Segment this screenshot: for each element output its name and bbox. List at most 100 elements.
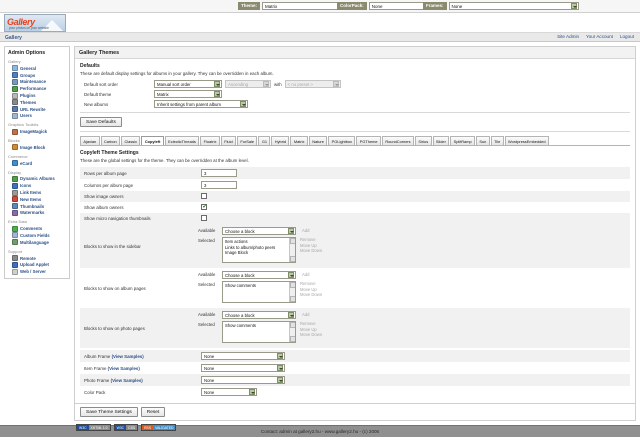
add-block-button[interactable]: Add bbox=[302, 312, 310, 318]
frame-select[interactable]: None bbox=[201, 364, 285, 373]
list-item[interactable]: Show comments bbox=[225, 323, 256, 329]
default-sort-order-select[interactable]: Manual sort order bbox=[154, 80, 222, 88]
frame-select[interactable]: None bbox=[201, 376, 285, 385]
chevron-down-icon[interactable] bbox=[570, 3, 577, 9]
scroll-down-icon[interactable] bbox=[290, 336, 295, 343]
tab-tile[interactable]: Tile bbox=[490, 136, 504, 146]
sidebar-item-watermarks[interactable]: Watermarks bbox=[8, 209, 66, 217]
sidebar-item-themes[interactable]: Themes bbox=[8, 99, 66, 106]
view-samples-link[interactable]: (View Samples) bbox=[111, 353, 144, 359]
chevron-down-icon[interactable] bbox=[288, 312, 294, 319]
tab-classic[interactable]: Classic bbox=[121, 136, 141, 146]
listbox-scrollbar[interactable] bbox=[289, 282, 295, 303]
tab-hybrid[interactable]: Hybrid bbox=[271, 136, 290, 146]
move-down-button[interactable]: Move Down bbox=[300, 332, 323, 338]
selected-blocks-listbox[interactable]: Show comments bbox=[222, 281, 296, 304]
reset-button[interactable]: Reset bbox=[140, 407, 166, 418]
sidebar-item-maintenance[interactable]: Maintenance bbox=[8, 78, 66, 86]
selected-blocks-listbox[interactable]: Show comments bbox=[222, 321, 296, 344]
sidebar-item-icons[interactable]: Icons bbox=[8, 182, 66, 189]
top-link-your-account[interactable]: Your Account bbox=[586, 34, 613, 39]
tab-carbon[interactable]: Carbon bbox=[100, 136, 121, 146]
tab-floatrix[interactable]: Floatrix bbox=[200, 136, 220, 146]
sidebar-item-comments[interactable]: Comments bbox=[8, 225, 66, 232]
selected-blocks-listbox[interactable]: Item actions Links to album/photo peers Im… bbox=[222, 237, 296, 264]
columns-per-page-input[interactable] bbox=[201, 181, 237, 190]
remove-block-button[interactable]: Remove bbox=[300, 281, 316, 287]
move-up-button[interactable]: Move Up bbox=[300, 242, 317, 248]
default-theme-select[interactable]: Matrix bbox=[154, 90, 222, 98]
chevron-down-icon[interactable] bbox=[277, 377, 283, 384]
sidebar-item-dynamic-albums[interactable]: Dynamic Albums bbox=[8, 175, 66, 183]
sidebar-item-remote[interactable]: Remote bbox=[8, 255, 66, 262]
sidebar-item-multilanguage[interactable]: Multilanguage bbox=[8, 239, 66, 246]
remove-block-button[interactable]: Remove bbox=[300, 237, 316, 243]
listbox-scrollbar[interactable] bbox=[289, 322, 295, 343]
listbox-scrollbar[interactable] bbox=[289, 238, 295, 263]
validation-badge[interactable]: RSS VALIDATED bbox=[141, 424, 177, 432]
tab-sun[interactable]: Sun bbox=[476, 136, 490, 146]
save-defaults-button[interactable]: Save Defaults bbox=[80, 117, 122, 127]
add-block-button[interactable]: Add bbox=[302, 228, 310, 234]
tab-eclecticthreads[interactable]: EclecticThreads bbox=[164, 136, 200, 146]
sidebar-item-thumbnails[interactable]: Thumbnails bbox=[8, 203, 66, 210]
tab-g1[interactable]: G1 bbox=[258, 136, 271, 146]
validation-badge[interactable]: W3C CSS bbox=[113, 424, 139, 432]
tab-matrix[interactable]: Matrix bbox=[290, 136, 308, 146]
tab-ajaxian[interactable]: Ajaxian bbox=[80, 136, 100, 146]
move-up-button[interactable]: Move Up bbox=[300, 326, 317, 332]
frames-select[interactable]: None bbox=[448, 2, 579, 10]
chevron-down-icon[interactable] bbox=[277, 353, 283, 360]
chevron-down-icon[interactable] bbox=[240, 101, 246, 107]
sidebar-item-imagemagick[interactable]: ImageMagick bbox=[8, 128, 66, 135]
view-samples-link[interactable]: (View Samples) bbox=[107, 365, 140, 371]
tab-wordpressembedded[interactable]: WordpressEmbedded bbox=[504, 136, 549, 146]
remove-block-button[interactable]: Remove bbox=[300, 321, 316, 327]
list-item[interactable]: Image Block bbox=[225, 250, 249, 255]
scroll-up-icon[interactable] bbox=[290, 238, 295, 245]
sidebar-item-groups[interactable]: Groups bbox=[8, 72, 66, 79]
gallery-logo[interactable]: Gallery your photos on your website bbox=[4, 14, 66, 32]
color-pack-select[interactable]: None bbox=[201, 388, 257, 397]
sidebar-item-performance[interactable]: Performance bbox=[8, 85, 66, 92]
show-image-owners-checkbox[interactable] bbox=[201, 193, 207, 200]
chevron-down-icon[interactable] bbox=[249, 389, 255, 396]
available-block-select[interactable]: Choose a block bbox=[222, 227, 296, 236]
top-link-site-admin[interactable]: Site Admin bbox=[557, 34, 580, 39]
new-albums-select[interactable]: Inherit settings from parent album bbox=[154, 100, 248, 108]
tab-splitramp[interactable]: SplitRamp bbox=[450, 136, 475, 146]
sidebar-item-upload-applet[interactable]: Upload Applet bbox=[8, 261, 66, 268]
list-item[interactable]: Show comments bbox=[225, 283, 256, 289]
scroll-down-icon[interactable] bbox=[290, 256, 295, 263]
list-item[interactable]: Item actions bbox=[225, 239, 248, 245]
tab-forsale[interactable]: ForSale bbox=[237, 136, 258, 146]
scroll-up-icon[interactable] bbox=[290, 282, 295, 289]
scroll-up-icon[interactable] bbox=[290, 322, 295, 329]
save-theme-settings-button[interactable]: Save Theme Settings bbox=[80, 407, 138, 418]
view-samples-link[interactable]: (View Samples) bbox=[110, 377, 143, 383]
move-down-button[interactable]: Move Down bbox=[300, 248, 323, 254]
breadcrumb[interactable]: Gallery bbox=[5, 34, 22, 41]
available-block-select[interactable]: Choose a block bbox=[222, 271, 296, 280]
tab-copyleft[interactable]: Copyleft bbox=[141, 136, 164, 146]
sidebar-item-new-items[interactable]: New Items bbox=[8, 196, 66, 203]
show-album-owners-checkbox[interactable] bbox=[201, 204, 207, 211]
frame-select[interactable]: None bbox=[201, 352, 285, 361]
rows-per-page-input[interactable] bbox=[201, 169, 237, 178]
list-item[interactable]: Links to album/photo peers bbox=[225, 244, 276, 250]
chevron-down-icon[interactable] bbox=[214, 91, 220, 97]
sidebar-item-custom-fields[interactable]: Custom Fields bbox=[8, 232, 66, 239]
tab-slider[interactable]: Slider bbox=[432, 136, 450, 146]
tab-pglightbox[interactable]: PGLightbox bbox=[328, 136, 356, 146]
chevron-down-icon[interactable] bbox=[277, 365, 283, 372]
tab-roundcorners[interactable]: RoundCorners bbox=[381, 136, 415, 146]
tab-pgtheme[interactable]: PGTheme bbox=[356, 136, 381, 146]
sidebar-item-web-server[interactable]: Web / Server bbox=[8, 268, 66, 275]
tab-nature[interactable]: Nature bbox=[308, 136, 328, 146]
validation-badge[interactable]: W3C XHTML 1.0 bbox=[76, 424, 111, 432]
sidebar-item-link-items[interactable]: Link Items bbox=[8, 189, 66, 196]
show-micro-nav-checkbox[interactable] bbox=[201, 215, 207, 222]
add-block-button[interactable]: Add bbox=[302, 272, 310, 278]
chevron-down-icon[interactable] bbox=[214, 81, 220, 87]
tab-fluid[interactable]: Fluid bbox=[220, 136, 237, 146]
